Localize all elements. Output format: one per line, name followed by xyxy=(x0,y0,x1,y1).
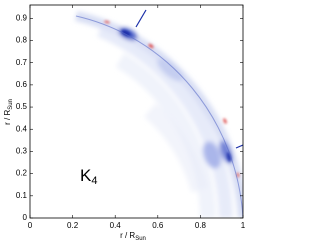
x-tick-label: 0.4 xyxy=(110,221,122,230)
y-tick-label: 0.7 xyxy=(16,58,28,67)
y-tick-label: 0.2 xyxy=(16,169,28,178)
y-tick-label: 0.6 xyxy=(16,80,28,89)
kernel-image xyxy=(74,9,243,218)
y-tick-label: 0.1 xyxy=(16,191,28,200)
x-tick-label: 0.6 xyxy=(152,221,164,230)
x-tick-label: 0.8 xyxy=(195,221,207,230)
y-tick-label: 0.3 xyxy=(16,147,28,156)
annotation-main: K xyxy=(80,166,92,185)
plot-frame xyxy=(29,4,244,219)
x-tick-label: 0 xyxy=(28,221,33,230)
y-tick-label: 0.5 xyxy=(16,102,28,111)
annotation: K4 xyxy=(80,166,97,186)
y-tick-label: 0.8 xyxy=(16,36,28,45)
x-label-sub: Sun xyxy=(135,236,146,242)
x-tick-label: 1 xyxy=(241,221,246,230)
y-tick-label: 0.4 xyxy=(16,124,28,133)
y-axis-label: r / RSun xyxy=(3,99,13,125)
y-label-main: r / R xyxy=(3,110,12,125)
chart: K4 r / RSun r / RSun 0 0.2 0.4 0.6 0.8 100.10… xyxy=(3,4,246,242)
y-tick-label: 0 xyxy=(23,213,28,222)
y-label-sub: Sun xyxy=(8,99,14,110)
x-tick-label: 0.2 xyxy=(67,221,79,230)
x-label-main: r / R xyxy=(120,231,135,240)
annotation-sub: 4 xyxy=(91,175,97,187)
x-axis-label: r / RSun xyxy=(120,231,146,241)
y-tick-label: 0.9 xyxy=(16,13,28,22)
